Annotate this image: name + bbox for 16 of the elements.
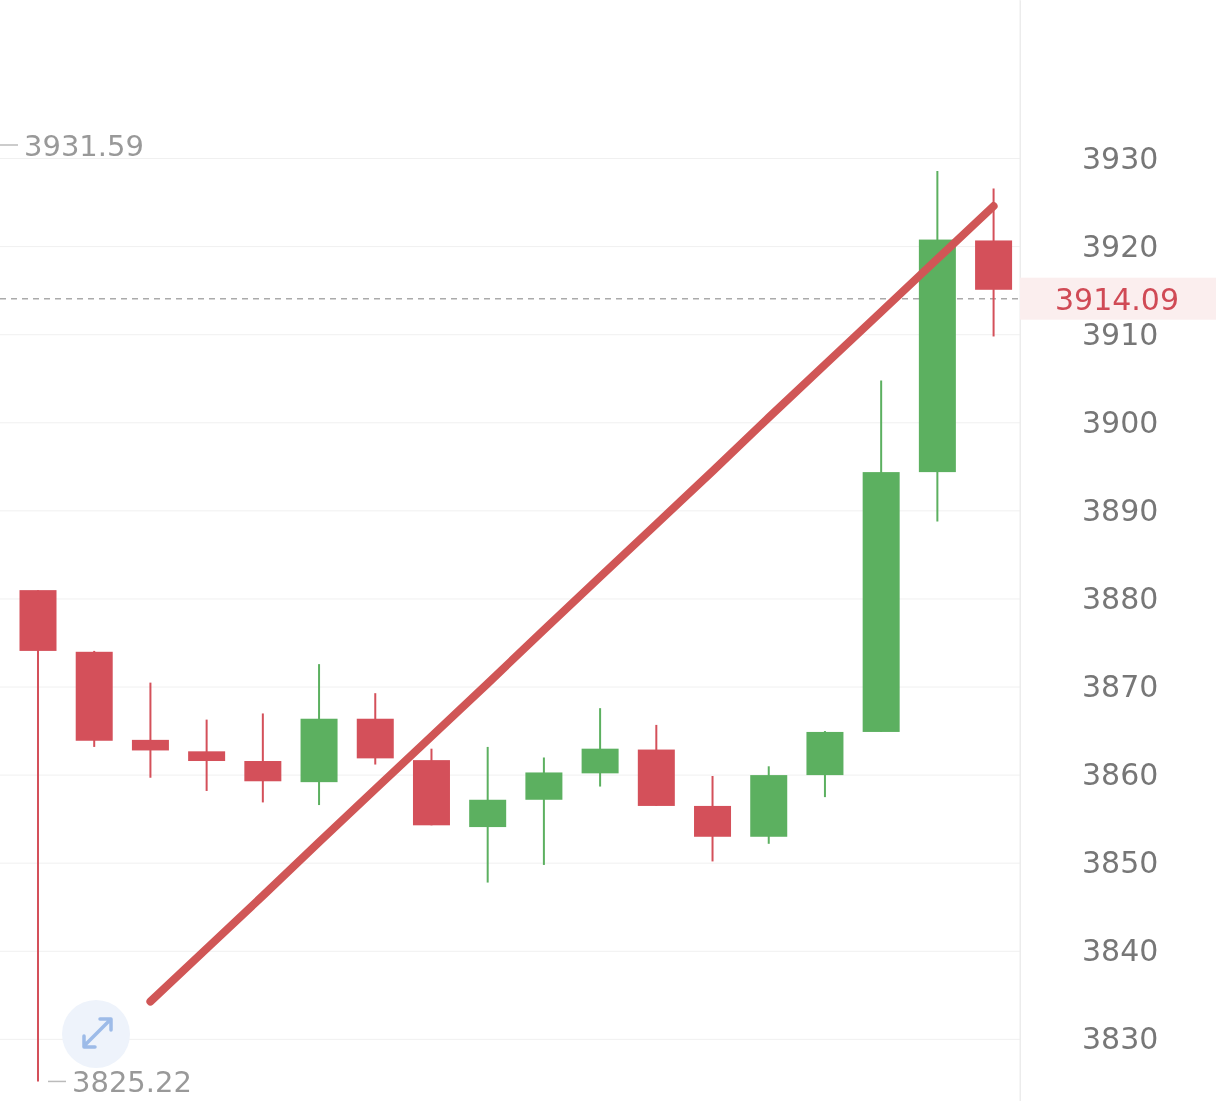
y-tick-label: 3840 <box>1082 933 1159 969</box>
candlestick <box>188 718 226 792</box>
annotation: 3931.59 <box>24 129 144 163</box>
y-tick-label: 3860 <box>1082 757 1159 793</box>
ref-line-label: 3914.09 <box>1054 281 1180 317</box>
annotation: 3825.22 <box>72 1065 192 1100</box>
candlestick <box>131 681 169 779</box>
y-tick-label: 3910 <box>1082 316 1159 352</box>
y-tick-label: 3850 <box>1082 845 1159 881</box>
y-tick-label: 3830 <box>1082 1021 1159 1057</box>
y-tick-label: 3900 <box>1082 404 1159 440</box>
y-tick-label: 3890 <box>1082 492 1159 528</box>
y-tick-label: 3880 <box>1082 581 1159 617</box>
y-tick-label: 3930 <box>1082 140 1159 176</box>
y-tick-label: 3920 <box>1082 228 1159 264</box>
y-tick-label: 3870 <box>1082 669 1159 705</box>
